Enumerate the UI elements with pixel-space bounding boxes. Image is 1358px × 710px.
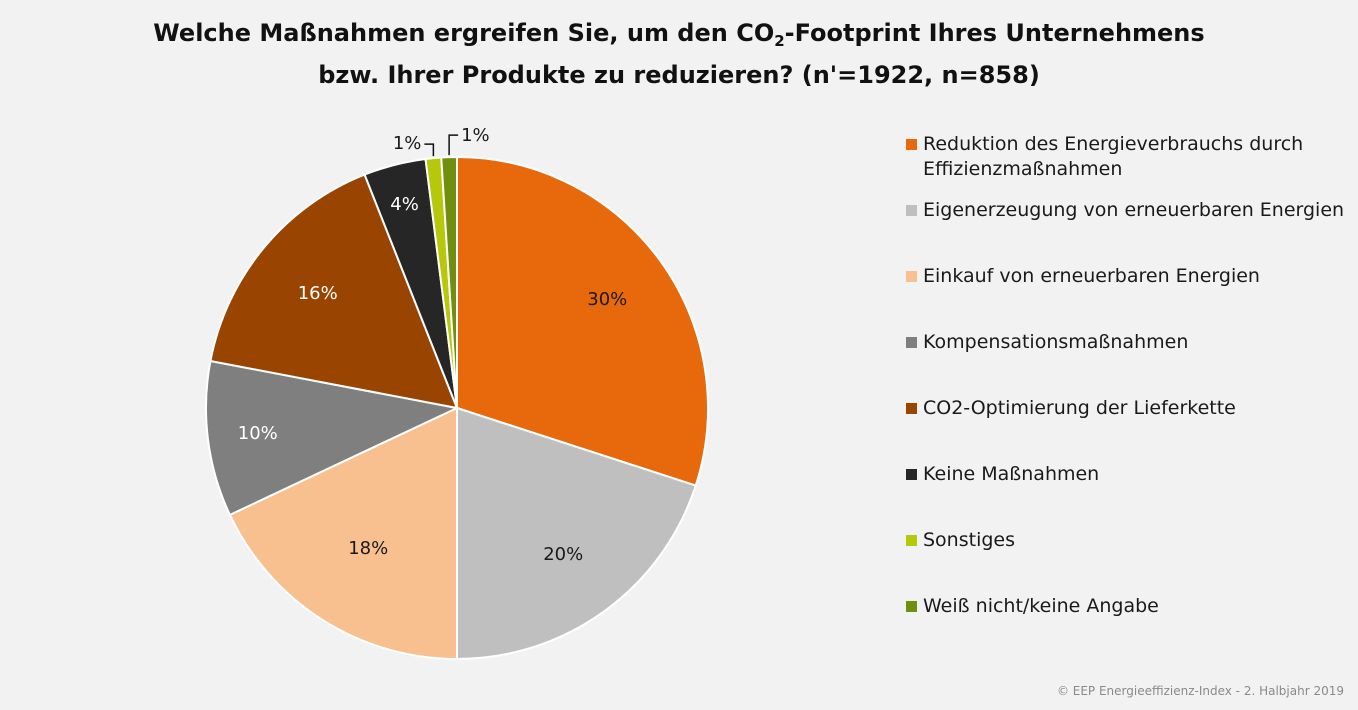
chart-title: Welche Maßnahmen ergreifen Sie, um den C…	[0, 16, 1358, 92]
pie-slice	[440, 156, 458, 409]
legend-swatch	[906, 205, 917, 216]
pie-slice	[456, 156, 709, 487]
slice-data-label: 1%	[461, 125, 490, 146]
legend-swatch	[906, 139, 917, 150]
legend-item: Eigenerzeugung von erneuerbaren Energien	[906, 198, 1346, 223]
slice-data-label: 30%	[587, 289, 627, 310]
legend-item: Reduktion des Energieverbrauchs durch Ef…	[906, 132, 1346, 182]
slice-data-label: 4%	[390, 194, 419, 215]
slice-data-label: 20%	[543, 544, 583, 565]
chart-title-line1: Welche Maßnahmen ergreifen Sie, um den C…	[153, 19, 1205, 50]
legend-swatch	[906, 601, 917, 612]
legend-item: Keine Maßnahmen	[906, 462, 1346, 487]
copyright: © EEP Energieeffizienz-Index - 2. Halbja…	[1056, 684, 1344, 698]
pie-slice	[456, 407, 697, 660]
legend-swatch	[906, 403, 917, 414]
legend-item: CO2-Optimierung der Lieferkette	[906, 396, 1346, 421]
slice-data-label: 16%	[298, 283, 338, 304]
leader-line	[448, 134, 459, 156]
pie-slice	[228, 407, 458, 660]
pie-slice	[205, 359, 458, 516]
legend-label: Eigenerzeugung von erneuerbaren Energien	[923, 199, 1345, 221]
legend-label: Keine Maßnahmen	[923, 463, 1100, 485]
legend-item: Sonstiges	[906, 528, 1346, 553]
legend-label: CO2-Optimierung der Lieferkette	[923, 397, 1236, 419]
legend-label: Kompensationsmaßnahmen	[923, 331, 1189, 353]
slice-data-label: 18%	[348, 538, 388, 559]
leader-line	[424, 143, 435, 157]
chart-title-line2: bzw. Ihrer Produkte zu reduzieren? (n'=1…	[318, 61, 1040, 89]
legend-label: Sonstiges	[923, 529, 1016, 551]
legend-swatch	[906, 337, 917, 348]
legend-label: Einkauf von erneuerbaren Energien	[923, 265, 1260, 287]
legend-item: Weiß nicht/keine Angabe	[906, 594, 1346, 619]
legend-swatch	[906, 271, 917, 282]
pie-slice	[209, 173, 458, 409]
slice-data-label: 1%	[393, 133, 422, 154]
legend-label: Weiß nicht/keine Angabe	[923, 595, 1159, 617]
slice-data-label: 10%	[238, 423, 278, 444]
legend-swatch	[906, 469, 917, 480]
legend-item: Einkauf von erneuerbaren Energien	[906, 264, 1346, 289]
legend-label: Reduktion des Energieverbrauchs durch Ef…	[923, 133, 1304, 180]
legend-item: Kompensationsmaßnahmen	[906, 330, 1346, 355]
legend-swatch	[906, 535, 917, 546]
